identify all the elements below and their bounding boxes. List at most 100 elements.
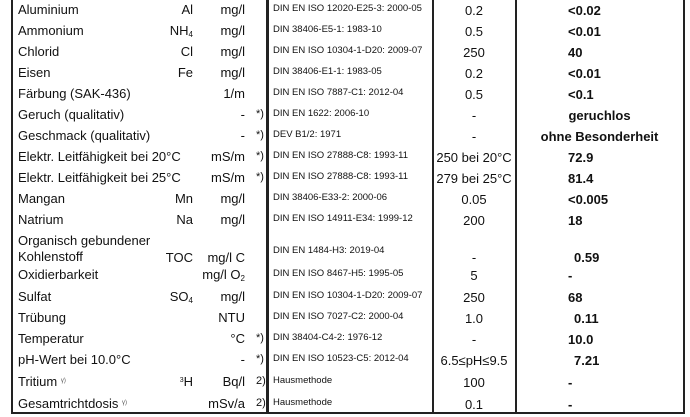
measured-result: -	[568, 268, 573, 283]
limit-value: 250 bei 20°C	[436, 150, 512, 165]
column-divider-result	[515, 0, 517, 414]
measured-result: <0.01	[568, 66, 601, 81]
test-method: Hausmethode	[273, 375, 333, 386]
parameter-unit: mS/m	[211, 149, 245, 164]
test-method: DIN EN 1484-H3: 2019-04	[273, 245, 385, 256]
parameter-name: Aluminium	[18, 2, 79, 17]
parameter-symbol: Al	[181, 2, 193, 17]
table-row: Elektr. Leitfähigkeit bei 20°C mS/m *) DIN …	[0, 147, 690, 168]
test-method: DIN EN ISO 7027-C2: 2000-04	[273, 311, 404, 322]
limit-value: -	[471, 129, 477, 144]
parameter-unit: mg/l C	[207, 250, 245, 265]
limit-value: 0.5	[464, 24, 484, 39]
parameter-unit: NTU	[218, 310, 245, 325]
parameter-unit: mg/l	[220, 191, 245, 206]
measured-result: 81.4	[568, 171, 594, 186]
parameter-symbol: Na	[176, 212, 193, 227]
table-row: Sulfat SO4 mg/l DIN EN ISO 10304-1-D20: 200…	[0, 287, 690, 308]
test-method: DIN EN ISO 12020-E25-3: 2000-05	[273, 3, 422, 14]
table-row: Natrium Na mg/l DIN EN ISO 14911-E34: 1999-…	[0, 210, 690, 231]
limit-value: 250	[463, 45, 485, 60]
column-divider-limit	[432, 0, 434, 414]
footnote-marker: *)	[256, 150, 264, 162]
footnote-marker: *)	[256, 108, 264, 120]
parameter-name: Sulfat	[18, 289, 52, 304]
limit-value: -	[471, 250, 477, 265]
parameter-name: Tritium γ)	[18, 374, 66, 389]
test-method: DIN EN ISO 8467-H5: 1995-05	[273, 268, 404, 279]
table-border-right	[683, 0, 685, 414]
table-row: Geschmack (qualitativ) - *) DEV B1/2: 1971-…	[0, 126, 690, 147]
table-row: Aluminium Al mg/l DIN EN ISO 12020-E25-3: 2…	[0, 0, 690, 21]
limit-value: 250	[463, 290, 485, 305]
table-row: Färbung (SAK-436) 1/m DIN EN ISO 7887-C1: …	[0, 84, 690, 105]
table-row: Ammonium NH4 mg/l DIN 38406-E5-1: 1983-10 0.…	[0, 21, 690, 42]
parameter-unit: mg/l O2	[202, 267, 245, 283]
test-method: DIN EN ISO 14911-E34: 1999-12	[273, 213, 413, 224]
table-row: Temperatur °C *) DIN 38404-C4-2: 1976-12 - 10…	[0, 329, 690, 350]
parameter-unit: -	[240, 352, 245, 367]
limit-value: 6.5≤pH≤9.5	[440, 353, 508, 368]
parameter-name: Trübung	[18, 310, 66, 325]
measured-result: <0.005	[568, 192, 609, 207]
parameter-name: Organisch gebundener Kohlenstoff	[18, 233, 151, 264]
parameter-unit: -	[240, 107, 245, 122]
table-border-bottom	[11, 412, 684, 414]
parameter-symbol: Fe	[177, 65, 193, 80]
parameter-name: Elektr. Leitfähigkeit bei 25°C	[18, 170, 181, 185]
measured-result: 40	[568, 45, 583, 60]
parameter-unit: Bq/l	[222, 374, 245, 389]
test-method: DIN 38406-E1-1: 1983-05	[273, 66, 382, 77]
test-method: DIN EN ISO 10523-C5: 2012-04	[273, 353, 409, 364]
column-divider-method	[266, 0, 269, 414]
table-row: Oxidierbarkeit mg/l O2 DIN EN ISO 8467-H5:…	[0, 265, 690, 286]
measured-result: 72.9	[568, 150, 594, 165]
parameter-unit: mg/l	[220, 23, 245, 38]
limit-value: 0.1	[464, 397, 484, 412]
parameter-name: Geruch (qualitativ)	[18, 107, 125, 122]
parameter-name: Eisen	[18, 65, 51, 80]
parameter-symbol: NH4	[169, 23, 193, 39]
parameter-symbol: Mn	[174, 191, 193, 206]
table-row: Mangan Mn mg/l DIN 38406-E33-2: 2000-06 0.05…	[0, 189, 690, 210]
parameter-symbol: TOC	[165, 250, 193, 265]
table-row: Gesamtrichtdosis γ) mSv/a 2) Hausmethode 0.1…	[0, 394, 690, 415]
limit-value: 5	[470, 268, 478, 283]
footnote-marker: *)	[256, 171, 264, 183]
parameter-unit: mS/m	[211, 170, 245, 185]
measured-result: ohne Besonderheit	[540, 129, 659, 144]
parameter-symbol: SO4	[169, 289, 193, 305]
table-border-left	[11, 0, 13, 414]
limit-value: 200	[463, 213, 485, 228]
footnote-marker: *)	[256, 129, 264, 141]
table-row: Chlorid Cl mg/l DIN EN ISO 10304-1-D20: 200…	[0, 42, 690, 63]
parameter-name: Ammonium	[18, 23, 84, 38]
measured-result: <0.1	[568, 87, 594, 102]
measured-result: <0.01	[568, 24, 601, 39]
parameter-name: Chlorid	[18, 44, 60, 59]
test-method: DIN 38406-E5-1: 1983-10	[273, 24, 382, 35]
parameter-unit: mg/l	[220, 212, 245, 227]
measured-result: 18	[568, 213, 583, 228]
limit-value: -	[471, 332, 477, 347]
measured-result: -	[568, 397, 573, 412]
table-row: Organisch gebundener Kohlenstoff TOC mg/l C…	[0, 231, 690, 265]
parameter-name: Mangan	[18, 191, 65, 206]
parameter-unit: mg/l	[220, 2, 245, 17]
parameter-unit: 1/m	[223, 86, 245, 101]
table-row: pH-Wert bei 10.0°C - *) DIN EN ISO 10523-C5…	[0, 350, 690, 371]
footnote-marker: 2)	[256, 397, 266, 409]
parameter-unit: mg/l	[220, 65, 245, 80]
table-row: Trübung NTU DIN EN ISO 7027-C2: 2000-04 1.0…	[0, 308, 690, 329]
table-row: Geruch (qualitativ) - *) DIN EN 1622: 2006-…	[0, 105, 690, 126]
footnote-marker: 2)	[256, 375, 266, 387]
parameter-unit: -	[240, 128, 245, 143]
parameter-name: Oxidierbarkeit	[18, 267, 99, 282]
parameter-symbol: Cl	[180, 44, 193, 59]
measured-result: 68	[568, 290, 583, 305]
limit-value: 1.0	[464, 311, 484, 326]
parameter-name: Temperatur	[18, 331, 84, 346]
test-method: DIN EN ISO 10304-1-D20: 2009-07	[273, 45, 423, 56]
table-row: Elektr. Leitfähigkeit bei 25°C mS/m *) DIN …	[0, 168, 690, 189]
test-method: DEV B1/2: 1971	[273, 129, 342, 140]
